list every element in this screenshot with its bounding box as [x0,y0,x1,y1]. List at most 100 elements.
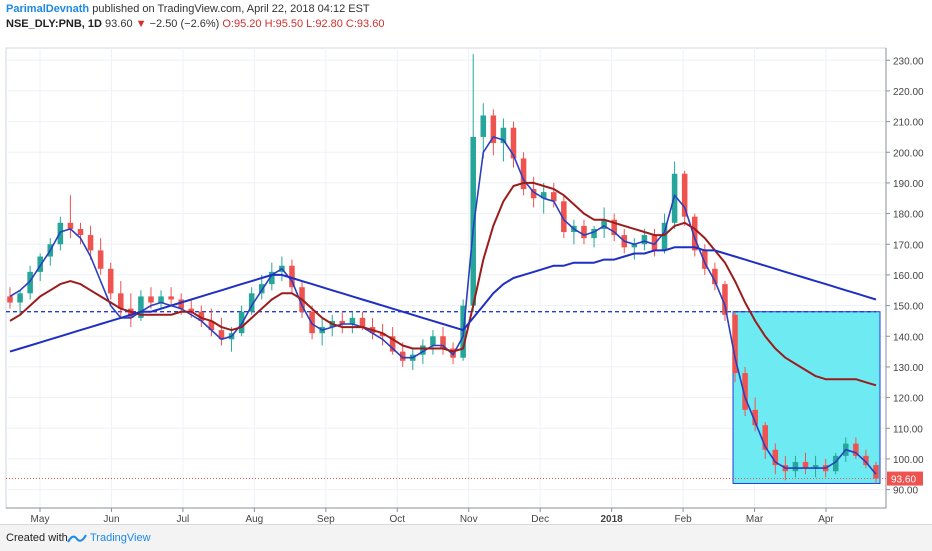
candle-body [117,293,124,309]
candle-body [188,308,195,312]
candle-body [420,345,426,355]
price-chart[interactable]: 90.00 100.00 110.00 120.00 130.00 140.00 150.0… [0,0,932,524]
x-tick-label: Apr [818,514,834,524]
candle-body [389,336,396,352]
tradingview-logo-icon [67,534,87,543]
footer-bar: Created with TradingView [0,524,932,551]
candle-body [490,115,497,144]
y-tick-label: 180.00 [893,210,924,221]
candle-body [359,317,366,328]
candle-body [17,293,23,303]
published-text: published on TradingView.com, April 22, … [92,3,370,15]
x-tick-label: Sep [317,514,335,524]
candle-body [168,296,174,300]
candle-body [87,235,94,251]
y-tick-label: 130.00 [893,363,924,374]
y-tick-label: 190.00 [893,179,924,190]
candle-body [107,268,114,294]
candle-body [500,127,507,144]
candle-body [671,173,678,223]
y-tick-label: 100.00 [893,455,924,466]
header-line-1: ParimalDevnath published on TradingView.… [6,2,384,17]
created-with-text: Created with [6,532,68,544]
candle-body [601,219,607,229]
candle-body [37,256,43,272]
y-tick-label: 160.00 [893,271,924,282]
candle-body [7,296,13,303]
author-link[interactable]: ParimalDevnath [6,3,90,15]
candle-body [470,136,476,306]
x-tick-label: Aug [245,514,263,524]
candle-body [812,465,819,469]
symbol-label: NSE_DLY:PNB, 1D [6,18,102,30]
candle-body [742,373,748,410]
header-line-2: NSE_DLY:PNB, 1D 93.60 ▼ −2.50 (−2.6%) O:… [6,17,384,32]
candle-body [138,296,144,318]
y-tick-label: 140.00 [893,332,924,343]
x-tick-label: Oct [389,514,405,524]
candle-body [67,222,74,229]
y-tick-label: 220.00 [893,87,924,98]
candle-body [732,314,738,374]
candle-body [702,250,708,269]
down-arrow-icon: ▼ [135,18,147,30]
last-price-tag [887,471,923,486]
candle-body [178,299,184,309]
candle-body [561,201,567,232]
last-price-tag-label: 93.60 [891,475,916,486]
candle-body [611,219,617,236]
x-tick-label: Mar [746,514,764,524]
candle-body [691,216,698,251]
candle-body [128,308,134,318]
candle-body [480,115,487,137]
ma-slow-line [9,246,877,353]
y-tick-label: 120.00 [893,394,924,405]
y-tick-label: 170.00 [893,240,924,251]
candle-body [218,330,225,340]
y-tick-label: 90.00 [893,486,918,497]
candle-body [712,268,718,285]
x-tick-label: Dec [531,514,549,524]
candle-body [863,455,869,466]
candle-body [208,320,215,331]
candle-body [832,455,839,472]
candle-body [762,425,769,450]
candle-body [591,228,597,239]
candle-body [77,228,84,236]
candle-body [581,225,587,239]
candle-body [802,462,809,469]
y-tick-label: 150.00 [893,302,924,313]
ma-fast-line [9,136,877,475]
tradingview-brand-link[interactable]: TradingView [90,532,151,544]
candle-body [148,296,154,303]
x-tick-label: Jun [103,514,119,524]
x-tick-label: Jul [177,514,190,524]
candle-body [339,320,346,324]
candle-body [722,284,728,315]
candle-body [661,222,668,251]
x-tick-label: 2018 [601,514,624,524]
ma-mid-line [9,181,877,387]
candle-body [198,311,205,321]
candle-body [27,271,33,294]
x-tick-label: Nov [460,514,478,524]
y-tick-label: 210.00 [893,118,924,129]
ohlc-values: O:95.20 H:95.50 L:92.80 C:93.60 [222,18,385,30]
candle-body [520,158,527,190]
last-price: 93.60 [105,18,133,30]
x-tick-label: May [31,514,50,524]
candle-body [258,284,265,294]
candle-body [349,317,356,324]
y-tick-label: 230.00 [893,56,924,67]
candle-body [641,235,648,245]
chart-header: ParimalDevnath published on TradingView.… [6,2,384,32]
candle-body [269,271,275,285]
y-tick-label: 110.00 [893,424,923,435]
candle-body [772,449,779,466]
candle-body [853,443,859,456]
candle-body [540,192,547,199]
candle-body [158,296,164,303]
candle-body [651,235,658,251]
x-tick-label: Feb [674,514,692,524]
candle-body [248,293,255,312]
